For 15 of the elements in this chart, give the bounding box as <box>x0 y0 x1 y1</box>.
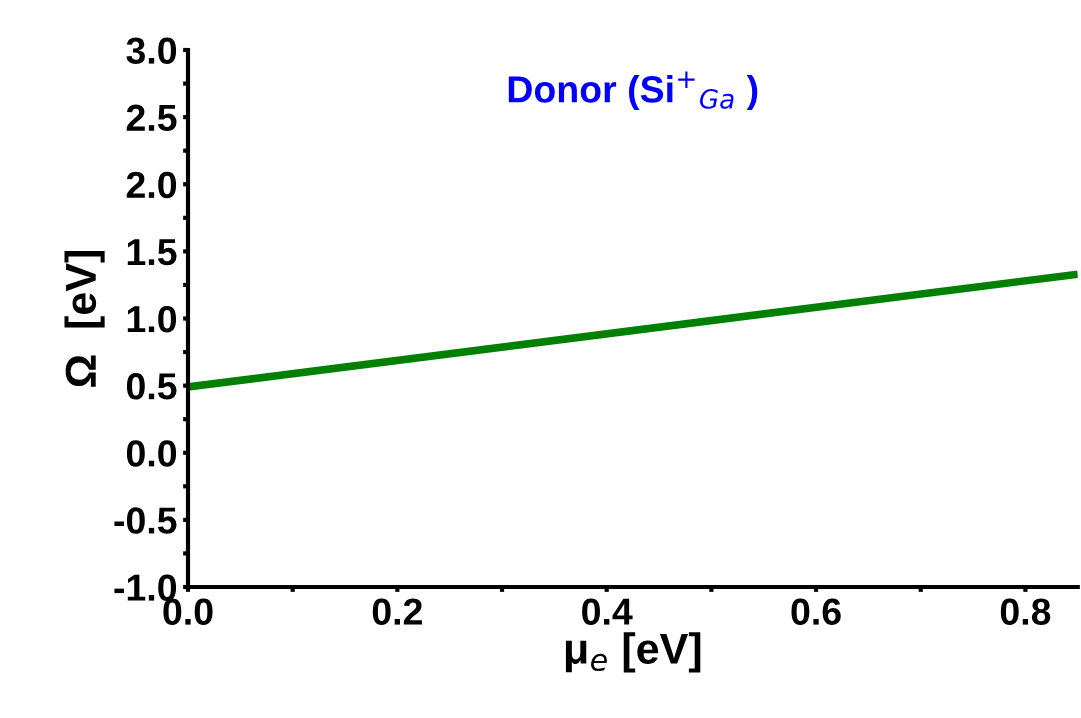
y-tick-label: 1.5 <box>127 239 177 266</box>
x-tick-label: 0.6 <box>791 598 841 625</box>
y-tick-label: 3.0 <box>126 37 177 65</box>
x-tick-label: 0.8 <box>1000 598 1051 625</box>
y-tick-label: 1.0 <box>127 305 177 333</box>
y-axis-title: Ω [eV] <box>64 251 105 387</box>
y-tick-label: -0.5 <box>114 507 177 534</box>
x-tick-label: 0.2 <box>372 598 422 625</box>
text: Donor (Si$^{+}$$_{Ga}$ ) <box>508 71 758 111</box>
x-tick-label: 0.4 <box>582 598 633 625</box>
y-tick-label: 0.5 <box>126 373 177 400</box>
y-tick-label: 2.5 <box>126 104 177 132</box>
y-tick-label: 2.0 <box>126 171 177 199</box>
x-axis-title: μ$_{e}$ [eV] <box>565 632 701 673</box>
y-tick-label: 0.0 <box>126 440 177 467</box>
